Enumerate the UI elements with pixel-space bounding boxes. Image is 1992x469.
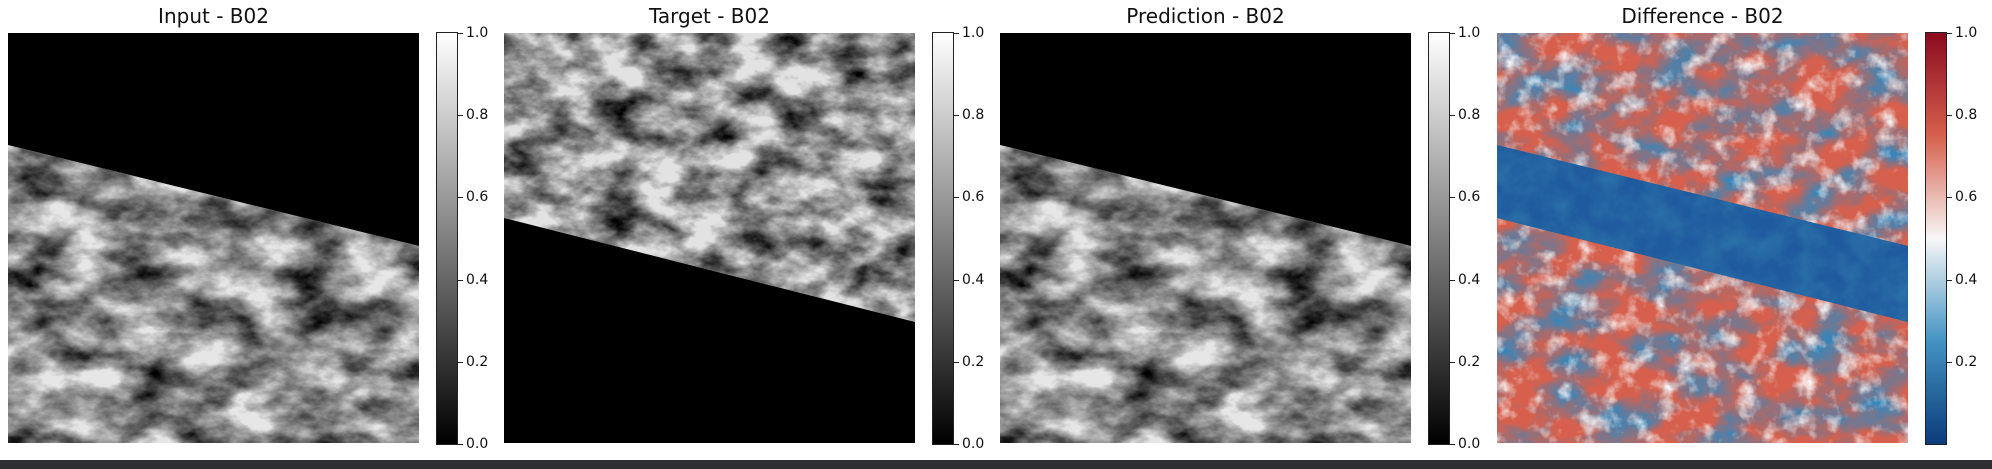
- tick-label: 0.2: [962, 354, 985, 370]
- colorbar-prediction: [1428, 32, 1450, 445]
- tick-label: 0.0: [1458, 436, 1481, 452]
- tick-label: 0.6: [1955, 189, 1978, 205]
- colorbar-difference: [1925, 32, 1947, 445]
- tick-label: 0.2: [1458, 354, 1481, 370]
- tick-label: 0.8: [1955, 107, 1978, 123]
- input-image: [8, 33, 419, 443]
- tick-label: 0.2: [466, 354, 489, 370]
- window-bottom-bar: [0, 460, 1992, 469]
- tick-label: 0.4: [466, 272, 489, 288]
- colorbar-target: [932, 32, 954, 445]
- tick-label: 0.0: [962, 436, 985, 452]
- tick-label: 0.4: [1955, 272, 1978, 288]
- panel-title-target: Target - B02: [649, 4, 770, 28]
- panel-title-difference: Difference - B02: [1621, 4, 1784, 28]
- tick-label: 0.8: [466, 107, 489, 123]
- tick-label: 0.6: [1458, 189, 1481, 205]
- tick-label: 0.0: [466, 436, 489, 452]
- prediction-image: [1000, 33, 1411, 443]
- target-image: [504, 33, 915, 443]
- panel-title-input: Input - B02: [158, 4, 269, 28]
- difference-image: [1497, 33, 1908, 443]
- panel-title-prediction: Prediction - B02: [1126, 4, 1285, 28]
- tick-label: 0.2: [1955, 354, 1978, 370]
- tick-label: 0.6: [962, 189, 985, 205]
- tick-label: 1.0: [466, 25, 489, 41]
- tick-label: 0.8: [1458, 107, 1481, 123]
- tick-label: 0.6: [466, 189, 489, 205]
- tick-label: 0.8: [962, 107, 985, 123]
- tick-label: 0.4: [1458, 272, 1481, 288]
- tick-label: 0.4: [962, 272, 985, 288]
- tick-label: 1.0: [1955, 25, 1978, 41]
- colorbar-input: [436, 32, 458, 445]
- tick-label: 1.0: [1458, 25, 1481, 41]
- tick-label: 1.0: [962, 25, 985, 41]
